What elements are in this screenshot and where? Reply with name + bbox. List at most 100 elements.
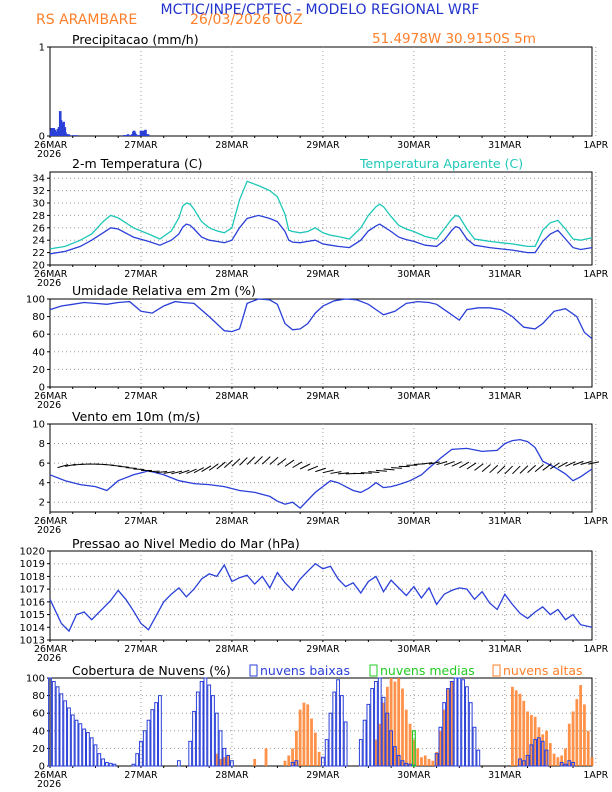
cloud-bar-nuvens-baixas — [434, 753, 439, 767]
year-tick-label: 2026 — [37, 149, 61, 160]
cloud-bar-nuvens-baixas — [211, 695, 215, 767]
wind-barb — [156, 471, 168, 474]
coordinates-label: 51.4978W 30.9150S 5m — [372, 31, 536, 47]
cloud-bar-nuvens-baixas — [290, 761, 295, 767]
day-tick-label: 1APR — [583, 770, 608, 781]
cloud-bar-nuvens-baixas — [320, 756, 325, 767]
day-tick-label: 28MAR — [215, 140, 249, 151]
cloud-bar-nuvens-altas — [541, 734, 545, 766]
day-tick-label: 27MAR — [124, 516, 158, 527]
wind-barb — [208, 463, 219, 471]
precip-bar — [141, 130, 145, 136]
y-tick-label: 20 — [32, 744, 45, 755]
cloud-bar-nuvens-baixas — [154, 702, 159, 767]
wind-barb — [588, 461, 600, 465]
series-line-1 — [49, 214, 593, 255]
day-tick-label: 26MAR — [34, 391, 68, 402]
cloud-bar-nuvens-baixas — [453, 677, 458, 767]
cloud-bar-nuvens-altas — [302, 702, 306, 766]
cloud-bar-nuvens-baixas — [374, 681, 378, 767]
wind-barb — [542, 463, 552, 471]
series-line-1 — [49, 562, 593, 633]
wind-barb — [481, 464, 491, 473]
day-tick-label: 27MAR — [124, 391, 158, 402]
wind-barb — [527, 464, 537, 474]
cloud-bar-nuvens-baixas — [55, 686, 60, 767]
cloud-bar-nuvens-baixas — [59, 693, 64, 767]
wind-barb — [383, 468, 395, 471]
cloud-bar-nuvens-altas — [298, 709, 302, 766]
day-tick-label: 27MAR — [124, 269, 158, 280]
day-tick-label: 28MAR — [215, 644, 249, 655]
cloud-bar-nuvens-baixas — [408, 763, 412, 767]
wind-barb — [444, 460, 455, 466]
cloud-bar-nuvens-baixas — [396, 754, 401, 767]
precip-bar — [63, 127, 67, 136]
cloud-bar-nuvens-altas — [283, 760, 287, 766]
cloud-bar-nuvens-baixas — [63, 700, 68, 767]
cloud-bar-nuvens-altas — [438, 730, 442, 766]
panel-title: Pressao ao Nivel Medio do Mar (hPa) — [72, 536, 300, 551]
wind-barb — [239, 457, 248, 466]
y-tick-label: 24 — [32, 236, 45, 247]
wind-barb — [118, 465, 130, 468]
y-tick-label: 0 — [39, 383, 45, 394]
precip-bar — [122, 135, 126, 136]
year-tick-label: 2026 — [37, 525, 61, 536]
cloud-bar-nuvens-altas — [556, 757, 560, 766]
cloud-bar-nuvens-baixas — [461, 679, 466, 767]
y-tick-label: 1014 — [20, 623, 45, 634]
y-tick-label: 10 — [32, 420, 45, 431]
cloud-bar-nuvens-baixas — [158, 695, 162, 767]
wind-barb — [391, 467, 403, 469]
precip-bar — [134, 134, 138, 136]
cloud-bar-nuvens-altas — [552, 753, 556, 766]
day-tick-label: 27MAR — [124, 140, 158, 151]
cloud-bar-nuvens-baixas — [199, 681, 204, 767]
y-tick-label: 6 — [39, 459, 45, 470]
precip-bar — [146, 134, 150, 136]
cloud-bar-nuvens-baixas — [51, 681, 56, 767]
cloud-bar-nuvens-baixas — [442, 702, 447, 767]
cloud-bar-nuvens-altas — [291, 748, 294, 766]
cloud-bar-nuvens-baixas — [192, 710, 196, 767]
cloud-bar-nuvens-baixas — [400, 760, 405, 767]
day-tick-label: 28MAR — [215, 516, 249, 527]
panel-frame — [49, 550, 593, 641]
cloud-bar-nuvens-baixas — [176, 760, 181, 767]
cloud-bar-nuvens-baixas — [82, 728, 87, 767]
precip-bar — [53, 129, 57, 136]
cloud-bar-nuvens-altas — [382, 702, 385, 766]
cloud-bar-nuvens-baixas — [97, 753, 102, 767]
wind-barb — [474, 463, 484, 471]
cloud-bar-nuvens-baixas — [108, 762, 113, 767]
legend-swatch — [249, 664, 258, 677]
cloud-bar-nuvens-baixas — [146, 719, 151, 767]
run-date-label: 26/03/2026 00Z — [190, 12, 303, 28]
cloud-bar-nuvens-baixas — [74, 719, 79, 767]
day-tick-label: 1APR — [583, 140, 608, 151]
cloud-bar-nuvens-baixas — [214, 712, 219, 767]
cloud-bar-nuvens-altas — [526, 711, 529, 766]
cloud-bar-nuvens-baixas — [135, 753, 140, 767]
location-label: RS ARAMBARE — [36, 12, 137, 28]
precip-bar — [65, 134, 69, 136]
cloud-bar-nuvens-baixas — [142, 730, 147, 767]
y-tick-label: 1015 — [20, 610, 45, 621]
y-tick-label: 1016 — [20, 597, 45, 608]
wind-barb — [186, 468, 197, 474]
precip-bar — [138, 135, 141, 136]
cloud-bar-nuvens-baixas — [457, 677, 462, 767]
wind-barb — [557, 461, 568, 469]
cloud-bar-nuvens-altas — [514, 690, 518, 766]
cloud-bar-nuvens-baixas — [328, 712, 333, 767]
cloud-bar-nuvens-baixas — [222, 747, 227, 767]
wind-barb — [133, 468, 145, 471]
cloud-bar-nuvens-altas — [408, 723, 412, 766]
cloud-bar-nuvens-baixas — [449, 681, 454, 767]
cloud-bar-nuvens-altas — [560, 755, 564, 766]
y-tick-label: 30 — [32, 199, 45, 210]
cloud-bar-nuvens-baixas — [472, 726, 477, 767]
cloud-bar-nuvens-baixas — [112, 763, 117, 767]
